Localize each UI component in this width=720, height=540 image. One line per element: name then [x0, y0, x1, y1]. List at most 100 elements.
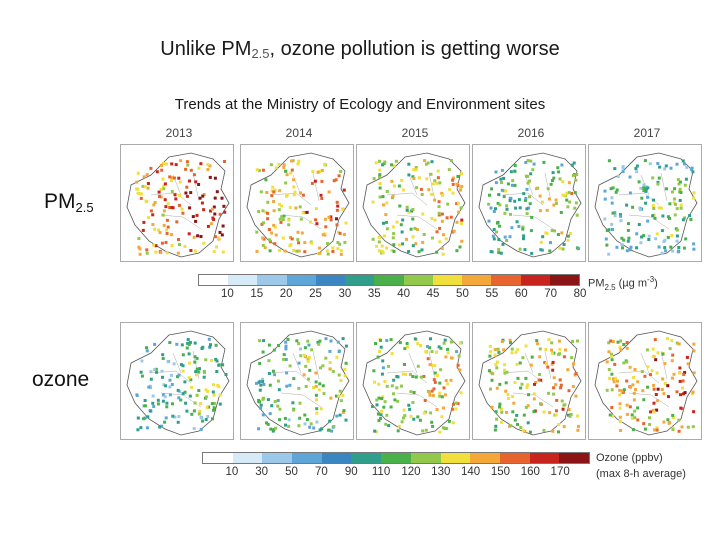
site-marker: [215, 190, 219, 194]
colorbar-tick-label: 80: [573, 288, 587, 300]
site-marker: [266, 422, 270, 426]
site-marker: [264, 178, 268, 182]
site-marker: [187, 352, 191, 356]
site-marker: [510, 226, 514, 230]
site-marker: [450, 356, 453, 360]
site-marker: [341, 207, 345, 211]
site-marker: [620, 236, 624, 240]
site-marker: [278, 249, 281, 252]
site-marker: [145, 251, 149, 255]
site-marker: [518, 206, 522, 210]
site-marker: [639, 186, 643, 190]
site-marker: [179, 363, 183, 367]
site-marker: [297, 342, 301, 346]
site-marker: [516, 423, 519, 426]
site-marker: [153, 342, 157, 346]
site-marker: [166, 202, 170, 206]
site-marker: [677, 246, 681, 249]
site-marker: [192, 427, 196, 430]
site-marker: [656, 162, 660, 165]
site-marker: [677, 429, 681, 433]
site-marker: [455, 350, 459, 354]
site-marker: [299, 217, 303, 221]
site-marker: [288, 383, 292, 387]
year-label: 2015: [401, 126, 429, 140]
site-marker: [435, 181, 439, 185]
site-marker: [528, 430, 532, 434]
colorbar-swatch: [381, 453, 411, 463]
site-marker: [494, 410, 498, 414]
site-marker: [490, 187, 494, 191]
site-marker: [541, 248, 544, 252]
site-marker: [335, 217, 338, 221]
pm25-colorbar-unit: PM2.5 (µg m-3): [588, 275, 658, 292]
site-marker: [574, 178, 578, 182]
site-marker: [317, 388, 321, 392]
site-marker: [336, 247, 340, 251]
map-drawing: [126, 330, 230, 436]
site-marker: [154, 250, 158, 254]
site-marker: [626, 228, 630, 232]
site-marker: [660, 388, 664, 391]
site-marker: [385, 384, 389, 388]
site-marker: [489, 206, 493, 210]
site-marker: [297, 249, 301, 253]
site-marker: [618, 406, 622, 410]
site-marker: [652, 410, 656, 414]
site-marker: [161, 177, 165, 181]
site-marker: [435, 350, 438, 354]
site-marker: [285, 173, 289, 177]
site-marker: [162, 187, 166, 191]
site-marker: [513, 418, 517, 422]
site-marker: [135, 187, 139, 191]
site-marker: [189, 168, 193, 172]
site-marker: [390, 352, 394, 355]
colorbar-tick-label: 45: [426, 288, 440, 300]
site-marker: [666, 215, 670, 219]
site-marker: [417, 250, 421, 254]
site-marker: [212, 218, 216, 221]
colorbar-tick-label: 35: [367, 288, 381, 300]
site-marker: [565, 198, 569, 202]
site-marker: [429, 172, 433, 176]
site-marker: [656, 182, 660, 186]
site-marker: [431, 424, 435, 428]
site-marker: [414, 242, 418, 246]
site-marker: [212, 393, 216, 397]
site-marker: [201, 419, 205, 423]
site-marker: [656, 351, 660, 355]
site-marker: [654, 393, 658, 396]
site-marker: [541, 200, 544, 204]
site-marker: [420, 248, 424, 252]
site-marker: [566, 205, 570, 209]
site-marker: [259, 383, 263, 387]
site-marker: [558, 246, 562, 250]
site-marker: [147, 216, 151, 220]
colorbar-tick-label: 90: [344, 466, 358, 478]
site-marker: [412, 177, 416, 180]
site-marker: [433, 198, 437, 202]
site-marker: [325, 249, 329, 253]
colorbar-swatch: [491, 275, 521, 285]
site-marker: [136, 171, 140, 175]
site-marker: [429, 411, 433, 415]
site-marker: [567, 181, 571, 185]
site-marker: [517, 224, 521, 228]
site-marker: [576, 428, 580, 432]
site-marker: [691, 425, 695, 429]
site-marker: [644, 189, 648, 193]
site-marker: [426, 357, 430, 361]
site-marker: [561, 193, 565, 197]
site-marker: [686, 425, 690, 429]
site-marker: [438, 226, 442, 230]
site-marker: [308, 368, 312, 372]
site-marker: [610, 388, 614, 392]
site-marker: [141, 184, 145, 188]
site-marker: [266, 211, 269, 215]
site-marker: [658, 165, 662, 169]
site-marker: [459, 188, 463, 192]
site-marker: [396, 429, 400, 433]
site-marker: [520, 382, 524, 386]
site-marker: [298, 205, 302, 209]
province-borders: [386, 172, 438, 230]
